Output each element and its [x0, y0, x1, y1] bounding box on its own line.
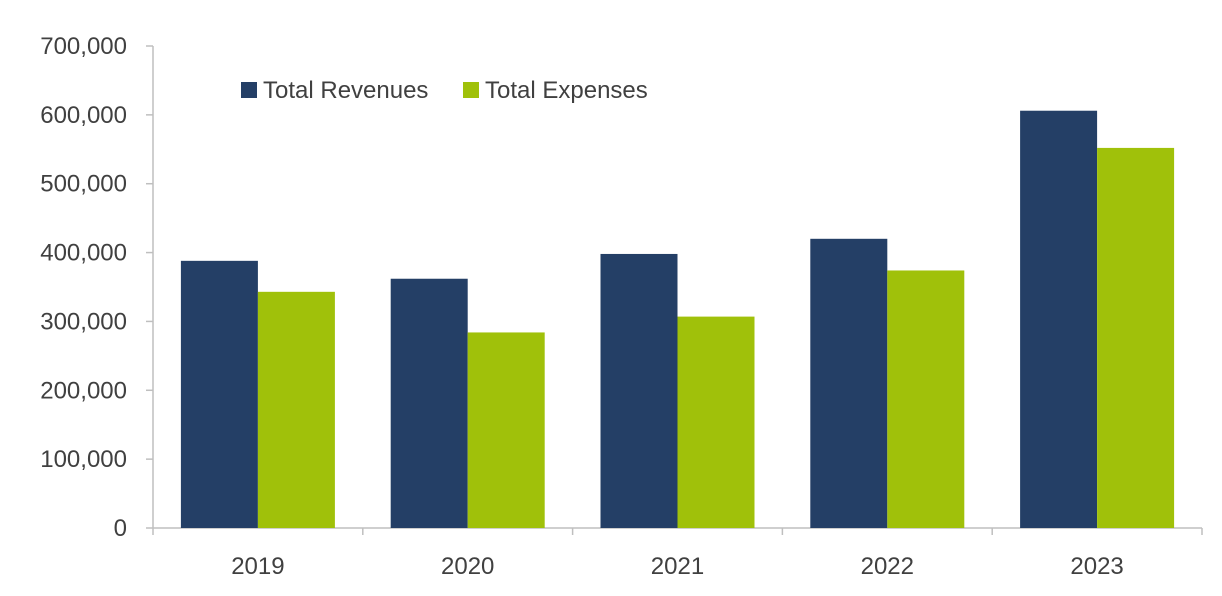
y-tick-label: 0 [114, 515, 127, 542]
x-tick-label: 2021 [651, 553, 704, 580]
x-tick-label: 2019 [231, 553, 284, 580]
bar-total-revenues-2023 [1020, 110, 1098, 529]
x-tick-label: 2020 [441, 553, 494, 580]
legend-swatch-total-expenses [463, 82, 479, 98]
bar-total-expenses-2022 [887, 270, 965, 528]
legend-swatch-total-revenues [241, 82, 257, 98]
y-tick-label: 100,000 [40, 446, 127, 473]
legend: Total Revenues Total Expenses [241, 77, 648, 104]
bar-total-revenues-2021 [600, 253, 678, 528]
y-tick-label: 700,000 [40, 33, 127, 60]
bars [180, 110, 1175, 529]
bar-total-revenues-2019 [180, 260, 258, 528]
bar-total-expenses-2023 [1097, 147, 1175, 528]
bar-total-expenses-2021 [677, 316, 755, 528]
x-tick-label: 2022 [861, 553, 914, 580]
y-tick-label: 600,000 [40, 102, 127, 129]
x-tick-label: 2023 [1070, 553, 1123, 580]
x-axis: 2019 2020 2021 2022 2023 [152, 527, 1203, 580]
y-tick-label: 400,000 [40, 240, 127, 267]
y-tick-label: 200,000 [40, 377, 127, 404]
y-axis: 0 100,000 200,000 300,000 400,000 500,000 600,… [40, 33, 154, 542]
legend-label-total-revenues: Total Revenues [263, 77, 428, 104]
bar-total-revenues-2022 [810, 238, 888, 529]
bar-total-expenses-2020 [467, 332, 545, 528]
y-tick-label: 500,000 [40, 171, 127, 198]
legend-label-total-expenses: Total Expenses [485, 77, 648, 104]
y-tick-label: 300,000 [40, 308, 127, 335]
bar-total-revenues-2020 [390, 278, 468, 528]
bar-total-expenses-2019 [257, 291, 335, 528]
